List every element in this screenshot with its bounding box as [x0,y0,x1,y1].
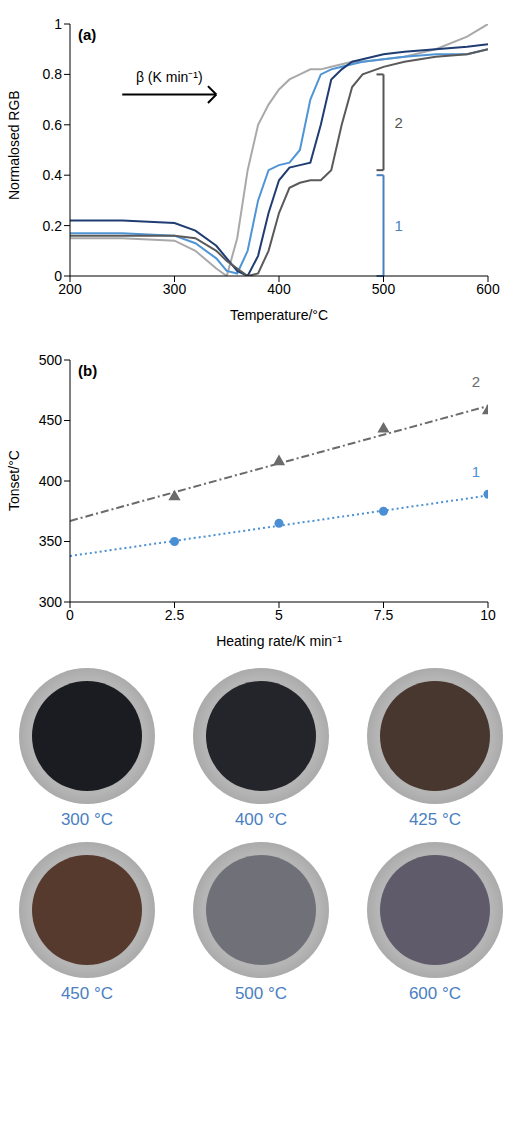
svg-text:1: 1 [472,463,480,480]
svg-text:1: 1 [54,16,62,32]
svg-text:Normalosed RGB: Normalosed RGB [6,90,22,200]
svg-text:Heating rate/K min⁻¹: Heating rate/K min⁻¹ [216,633,342,649]
svg-text:200: 200 [58,280,82,297]
svg-text:0: 0 [54,268,62,284]
svg-text:2: 2 [395,114,403,131]
html-text:400 °C: 400 °C [234,810,288,829]
html-text:450 °C: 450 °C [60,984,114,1003]
svg-text:400: 400 [39,473,63,489]
svg-text:450: 450 [39,412,63,428]
svg-text:Temperature/°C: Temperature/°C [230,307,328,323]
svg-text:10: 10 [480,607,496,623]
svg-text:0: 0 [66,607,74,623]
svg-text:350: 350 [39,533,63,549]
svg-text:300: 300 [39,594,63,610]
svg-text:300: 300 [163,281,187,297]
svg-text:0.2: 0.2 [43,218,63,234]
svg-text:Tonset/°C: Tonset/°C [6,450,22,511]
svg-text:500: 500 [39,352,63,368]
svg-text:400: 400 [267,281,291,297]
html-text:(a): (a) [78,26,97,43]
html-text:(b): (b) [78,362,98,379]
html-text:425 °C: 425 °C [408,810,462,829]
svg-text:1: 1 [395,217,403,234]
svg-text:0.6: 0.6 [43,117,63,133]
svg-text:7.5: 7.5 [374,607,394,623]
svg-text:2: 2 [472,373,480,390]
svg-text:5: 5 [275,607,283,623]
svg-text:2.5: 2.5 [165,607,185,623]
svg-text:0.8: 0.8 [43,66,63,82]
html-text:300 °C: 300 °C [60,810,114,829]
svg-text:500: 500 [372,281,396,297]
html-text:600 °C: 600 °C [408,984,462,1003]
html-text:500 °C: 500 °C [234,984,288,1003]
svg-text:0.4: 0.4 [43,167,63,183]
svg-text:600: 600 [476,281,500,297]
svg-text:β (K min⁻¹): β (K min⁻¹) [136,69,203,85]
